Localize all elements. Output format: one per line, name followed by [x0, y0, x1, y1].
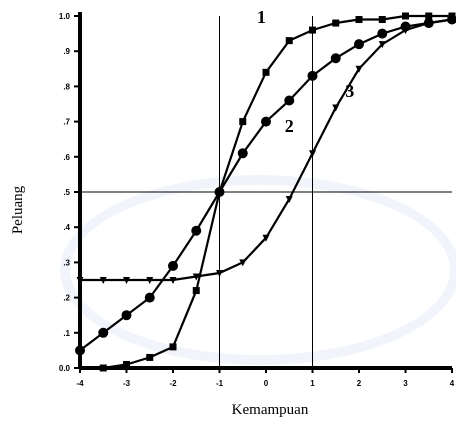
series-3-point — [146, 277, 154, 284]
series-3-point — [332, 104, 340, 112]
axes — [78, 12, 452, 370]
curve-label-2: 2 — [285, 116, 294, 136]
series-3-point — [378, 41, 386, 49]
x-tick-label: 4 — [450, 379, 455, 388]
curve-label-1: 1 — [257, 7, 266, 27]
y-tick-label: .6 — [63, 153, 70, 162]
series-3-point — [169, 277, 177, 284]
curve-labels: 1 2 3 — [257, 7, 354, 136]
y-tick-label: .9 — [63, 47, 70, 56]
series-1-point — [309, 26, 316, 34]
x-tick-label: 3 — [403, 379, 408, 388]
markers-layer — [75, 12, 456, 372]
curve-label-3: 3 — [345, 81, 354, 101]
series-3-point — [355, 65, 363, 73]
x-tick-label: -3 — [123, 379, 131, 388]
series-2-point — [237, 148, 248, 159]
series-1-point — [378, 16, 386, 24]
x-tick-label: 1 — [310, 379, 315, 388]
series-1-point — [402, 12, 409, 20]
series-2-point — [330, 53, 341, 64]
series-2-point — [354, 39, 364, 50]
y-axis-title: Peluang — [10, 185, 26, 234]
series-2-point — [75, 345, 85, 356]
series-3-point — [216, 269, 223, 277]
series-3-point — [192, 273, 200, 281]
x-axis-title: Kemampuan — [232, 402, 309, 418]
y-tick-label: .2 — [63, 294, 70, 303]
watermark — [60, 175, 456, 365]
series-1-point — [239, 118, 247, 126]
series-1-point — [355, 16, 363, 24]
y-tick-label: 0.0 — [59, 364, 71, 373]
series-3-point — [262, 234, 270, 242]
series-3-point — [99, 277, 107, 284]
series-3-point — [309, 150, 316, 158]
series-2-point — [214, 187, 225, 197]
x-tick-label: -4 — [76, 379, 84, 388]
x-tick-label: -1 — [216, 379, 224, 388]
y-tick-label: .8 — [63, 82, 70, 91]
series-1-point — [123, 360, 130, 368]
y-tick-label: .5 — [63, 188, 70, 197]
series-3-point — [239, 259, 247, 267]
series-1-point — [99, 364, 107, 372]
series-line-1 — [103, 14, 452, 370]
series-2-point — [377, 28, 388, 39]
y-tick-label: .4 — [63, 223, 70, 232]
y-tick-label: .3 — [63, 258, 70, 267]
series-3-point — [285, 196, 293, 204]
series-3-point — [448, 16, 456, 24]
series-2-point — [121, 310, 132, 321]
reference-lines — [80, 16, 452, 368]
y-tick-label: 1.0 — [59, 12, 71, 21]
series-2-point — [98, 327, 109, 338]
series-1-point — [169, 343, 177, 351]
x-tick-label: 0 — [264, 379, 269, 388]
series-1-point — [285, 37, 293, 45]
series-1-point — [425, 12, 433, 20]
tick-labels: 0.0 .1 .2 .3 .4 .5 .6 .7 .8 .9 1.0 -4 -3 -2 -1 0 1 2 3 4 — [59, 12, 455, 388]
series-1-point — [192, 287, 200, 295]
series-1-point — [332, 19, 340, 27]
series-2-point — [307, 70, 318, 81]
series-2-point — [144, 292, 155, 303]
series-2-point — [168, 260, 178, 271]
series-3-point — [76, 277, 84, 284]
y-tick-label: .1 — [63, 329, 70, 338]
x-tick-label: 2 — [357, 379, 362, 388]
series-2-point — [284, 95, 295, 106]
series-2-point — [261, 116, 271, 127]
series-1-point — [146, 353, 154, 361]
series-1-point — [262, 68, 270, 76]
series-3-point — [123, 277, 130, 284]
x-tick-label: -2 — [169, 379, 177, 388]
series-3-point — [425, 20, 433, 28]
y-tick-label: .7 — [63, 118, 70, 127]
series-3-point — [402, 27, 409, 35]
series-2-point — [191, 225, 202, 236]
